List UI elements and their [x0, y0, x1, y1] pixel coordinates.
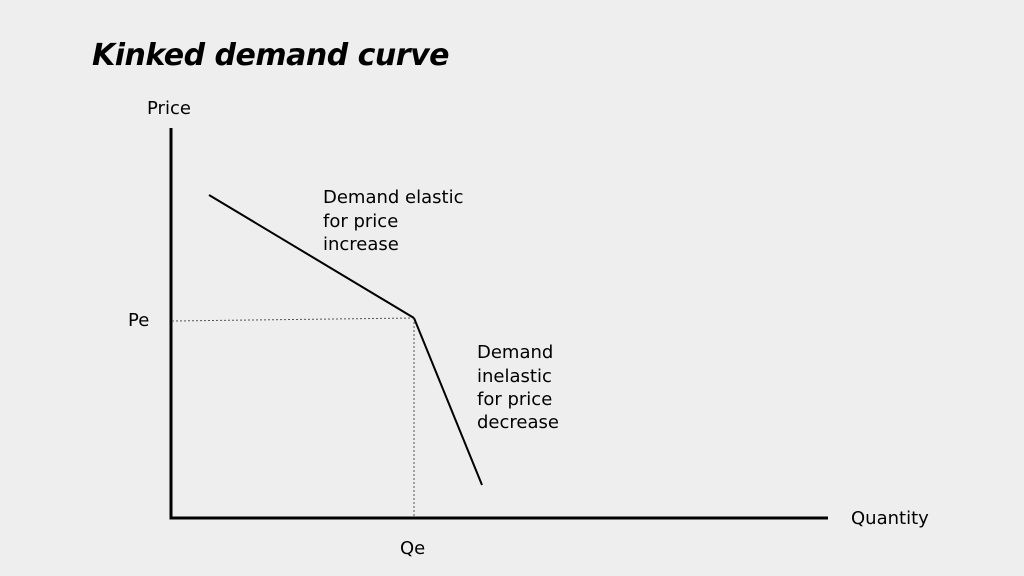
inelastic-annotation-line-1: Demand: [477, 342, 553, 363]
inelastic-annotation-line-3: for price: [477, 389, 552, 410]
pe-guide-line: [171, 317, 415, 322]
elastic-annotation-line-1: Demand elastic: [323, 187, 464, 208]
elastic-annotation-line-2: for price: [323, 211, 398, 232]
qe-label: Qe: [400, 538, 425, 559]
elastic-annotation-line-3: increase: [323, 234, 399, 255]
y-axis-label: Price: [147, 98, 191, 119]
inelastic-annotation-line-4: decrease: [477, 412, 559, 433]
x-axis-label: Quantity: [851, 508, 929, 529]
inelastic-demand-segment: [413, 317, 483, 486]
diagram-title: Kinked demand curve: [92, 38, 449, 73]
elastic-demand-segment: [208, 194, 415, 319]
pe-label: Pe: [128, 310, 149, 331]
inelastic-annotation-line-2: inelastic: [477, 366, 552, 387]
